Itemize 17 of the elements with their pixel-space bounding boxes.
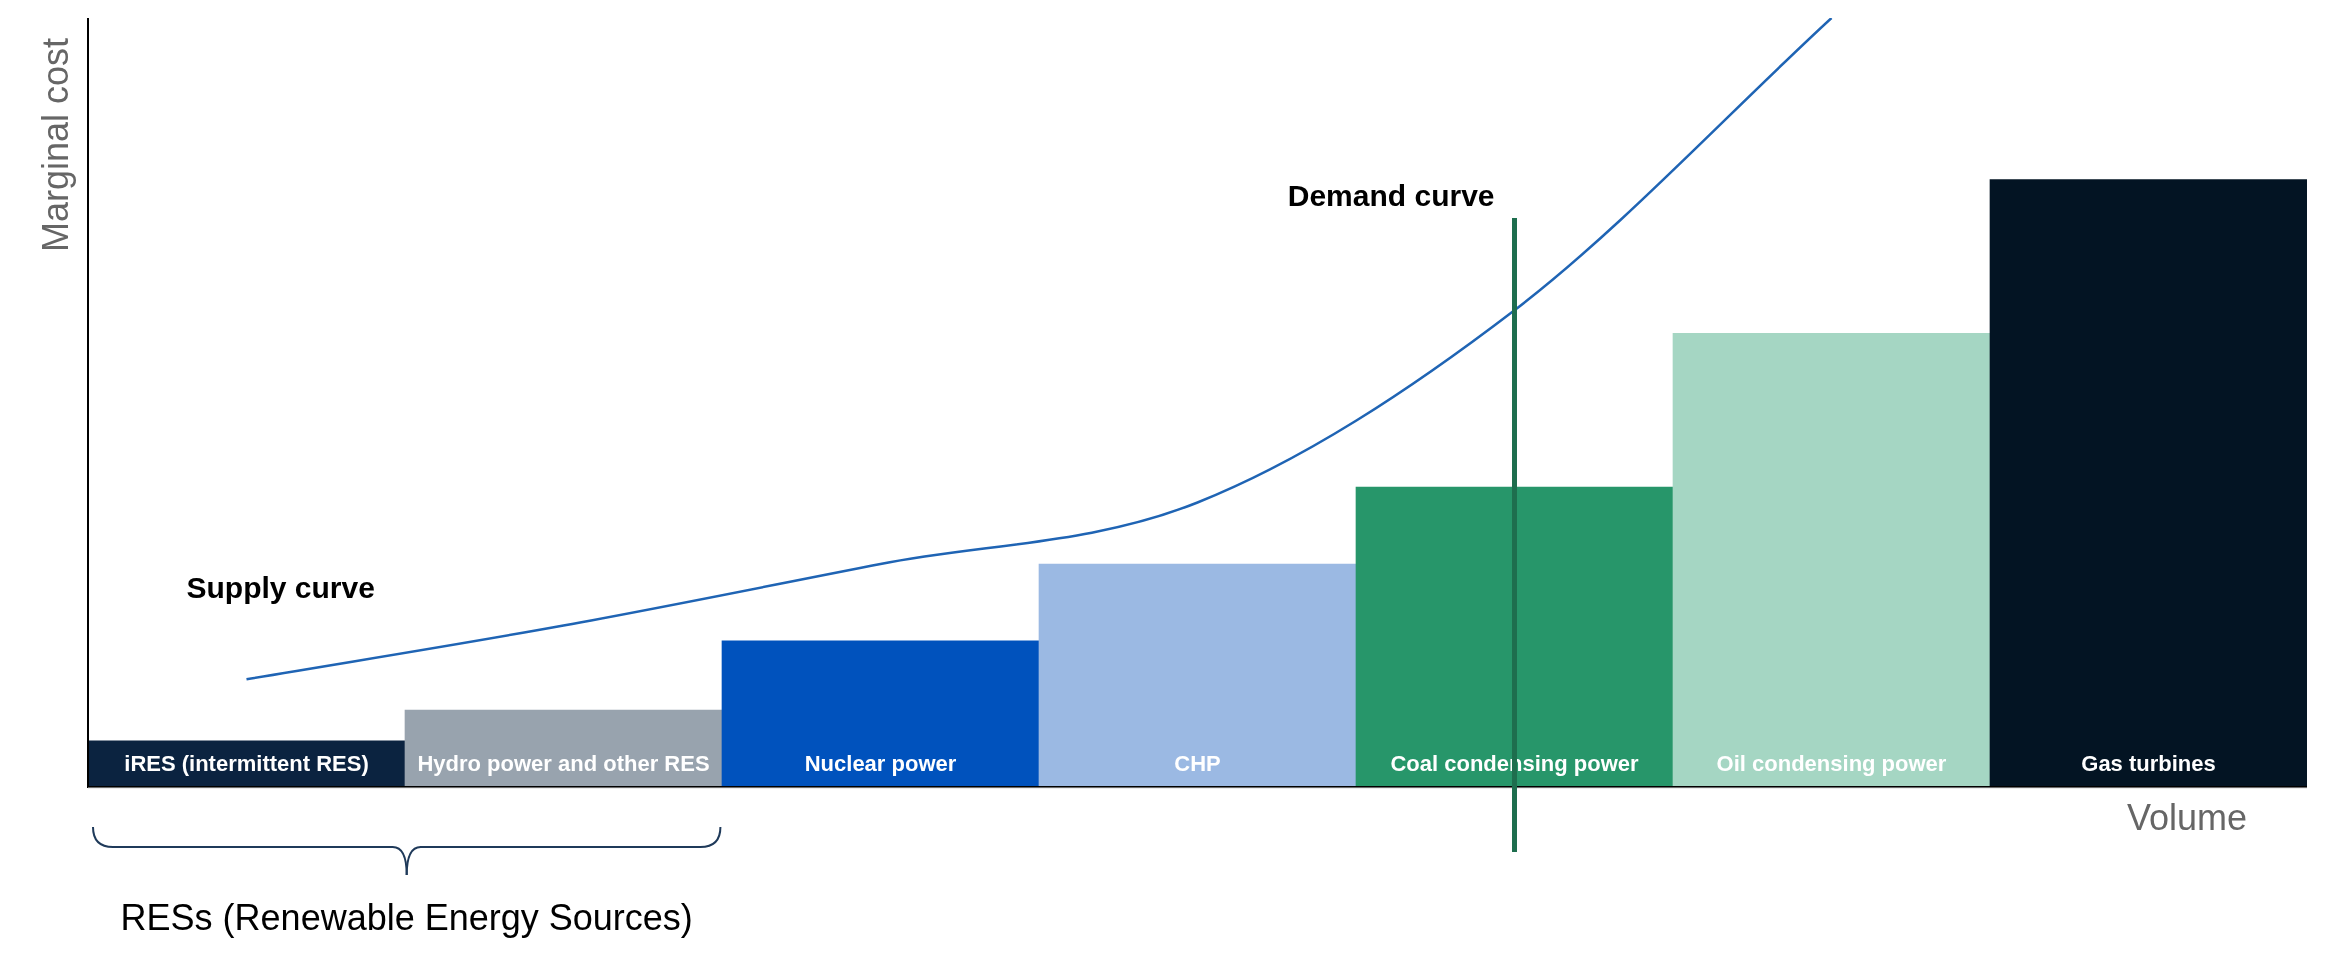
ref-line-label: Demand curve	[1287, 179, 1495, 213]
bar	[721, 640, 1040, 787]
bar	[1355, 486, 1674, 787]
series-label: Supply curve	[186, 570, 375, 604]
bar	[1672, 332, 1991, 787]
x-tick-label: iRES (intermittent RES)	[124, 751, 369, 777]
x-tick-label: Coal condensing power	[1390, 751, 1639, 777]
x-tick-label: Hydro power and other RES	[417, 751, 710, 777]
text: RESs (Renewable Energy Sources)	[120, 896, 693, 938]
y-axis-title: Marginal cost	[34, 38, 76, 253]
x-tick-label: Gas turbines	[2081, 751, 2216, 777]
bar	[1989, 179, 2307, 787]
x-tick-label: CHP	[1174, 751, 1221, 777]
x-tick-label: Nuclear power	[804, 751, 957, 777]
bar	[1038, 563, 1357, 787]
x-axis-title: Volume	[2126, 796, 2247, 838]
x-tick-label: Oil condensing power	[1716, 751, 1947, 777]
